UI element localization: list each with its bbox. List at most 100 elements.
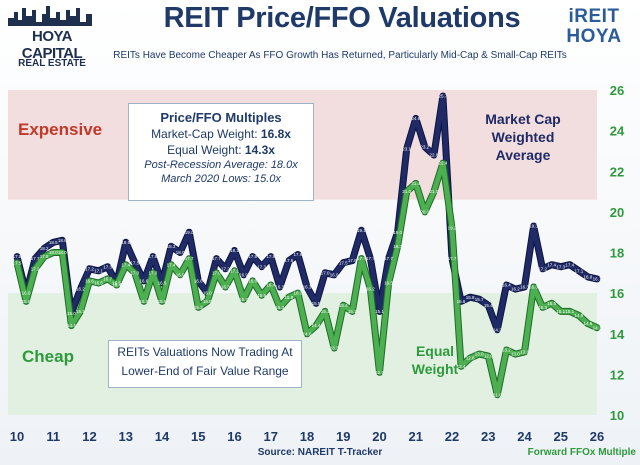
multiples-info-box: Price/FFO Multiples Market-Cap Weight: 1… [128,103,314,201]
market-cap-data-label: 17.4 [565,262,574,267]
market-cap-data-label: 16.6 [194,279,203,284]
eq-label-line1: Equal [415,343,455,359]
equal-weight-data-label: 22.4 [439,161,448,166]
market-cap-data-label: 16.0 [22,291,31,296]
market-cap-data-label: 18.3 [167,244,176,249]
equal-weight-data-label: 16.5 [384,281,393,286]
equal-weight-data-label: 11.0 [493,392,502,397]
equal-weight-data-label: 17.0 [149,270,158,275]
market-cap-data-label: 17.5 [339,260,348,265]
x-tick-label: 23 [481,429,495,444]
market-cap-data-label: 17.1 [94,268,103,273]
info-eq-value: 14.3x [244,143,275,157]
equal-weight-data-label: 16.6 [248,279,257,284]
market-cap-data-label: 15.5 [312,301,321,306]
equal-weight-data-label: 17.7 [357,256,366,261]
equal-weight-data-label: 18.0 [58,250,67,255]
market-cap-data-label: 19.0 [185,230,194,235]
y-tick-label: 20 [610,205,624,220]
equal-weight-data-label: 12.1 [375,370,384,375]
y-tick-label: 10 [610,408,624,423]
x-tick-label: 11 [46,429,60,444]
equal-weight-data-label: 17.8 [40,254,49,259]
market-cap-data-label: 18.2 [40,246,49,251]
market-cap-data-label: 15.6 [457,299,466,304]
equal-weight-data-label: 15.5 [547,301,556,306]
equal-weight-data-label: 15.8 [284,295,293,300]
equal-weight-data-label: 15.9 [257,293,266,298]
market-cap-data-label: 16.2 [76,287,85,292]
info-heading: Price/FFO Multiples [160,110,282,125]
market-cap-data-label: 17.8 [13,254,22,259]
fair-value-line1: REITs Valuations Now Trading At [117,345,293,359]
x-tick-label: 18 [300,429,314,444]
market-cap-data-label: 17.7 [384,256,393,261]
equal-weight-data-label: 17.4 [167,262,176,267]
info-mcap-label: Market-Cap Weight: [151,127,261,141]
city-skyline-icon [8,6,92,26]
market-cap-data-label: 15.4 [484,303,493,308]
x-tick-label: 26 [590,429,604,444]
equal-weight-data-label: 13.0 [511,352,520,357]
equal-weight-data-label: 15.1 [76,309,85,314]
market-cap-data-label: 16.6 [139,279,148,284]
market-cap-data-label: 18.5 [121,240,130,245]
market-cap-data-label: 17.2 [221,266,230,271]
mcap-label-line1: Market Cap [485,111,561,127]
market-cap-data-label: 16.9 [239,272,248,277]
market-cap-data-label: 17.5 [130,260,139,265]
x-tick-label: 15 [191,429,205,444]
market-cap-data-label: 14.2 [493,327,502,332]
equal-weight-data-label: 12.4 [457,364,466,369]
chart-subtitle: REITs Have Become Cheaper As FFO Growth … [113,50,567,61]
right-axis-label: Forward FFOx Multiple [527,447,636,458]
info-eq-line: Equal Weight: 14.3x [129,143,313,157]
market-cap-data-label: 19.3 [529,224,538,229]
market-cap-data-label: 16.0 [203,291,212,296]
equal-weight-data-label: 14.4 [67,323,76,328]
info-mcap-value: 16.8x [260,127,291,141]
equal-weight-data-label: 15.3 [275,305,284,310]
equal-weight-data-label: 15.1 [565,309,574,314]
equal-weight-data-label: 17.7 [185,256,194,261]
market-cap-data-label: 17.8 [149,254,158,259]
equal-weight-data-label: 16.2 [366,287,375,292]
y-tick-label: 18 [610,246,624,261]
y-tick-label: 24 [610,124,625,139]
market-cap-data-label: 18.6 [58,238,67,243]
equal-weight-data-label: 16.5 [94,281,103,286]
equal-weight-data-label: 16.0 [294,291,303,296]
equal-weight-data-label: 19.2 [448,226,457,231]
x-tick-label: 21 [409,429,423,444]
market-cap-data-label: 18.1 [230,248,239,253]
equal-weight-data-label: 14.5 [584,321,593,326]
equal-weight-data-label: 21.0 [429,189,438,194]
equal-weight-data-label: 15.1 [348,309,357,314]
market-cap-data-label: 16.2 [511,287,520,292]
market-cap-data-label: 17.9 [294,252,303,257]
x-tick-label: 24 [517,429,532,444]
market-cap-data-label: 16.4 [502,283,511,288]
x-tick-label: 25 [554,429,568,444]
eq-label-line2: Weight [411,361,459,377]
market-cap-series-label: Market Cap Weighted Average [468,110,578,164]
equal-weight-data-label: 21.0 [402,189,411,194]
y-tick-label: 14 [610,327,625,342]
equal-weight-data-label: 16.9 [176,272,185,277]
equal-weight-data-label: 16.3 [221,285,230,290]
equal-weight-data-label: 15.6 [158,299,167,304]
x-tick-label: 22 [445,429,459,444]
fair-value-box: REITs Valuations Now Trading At Lower-En… [108,340,302,388]
equal-weight-data-label: 16.4 [112,283,121,288]
info-march-2020: March 2020 Lows: 15.0x [161,173,281,185]
equal-weight-data-label: 18.0 [49,250,58,255]
equal-weight-data-label: 17.5 [13,260,22,265]
equal-weight-line [14,160,600,398]
equal-weight-data-label: 21.4 [411,181,420,186]
market-cap-data-label: 17.3 [103,264,112,269]
market-cap-line [14,93,600,333]
market-cap-data-label: 18.0 [176,250,185,255]
equal-weight-data-label: 13.0 [475,352,484,357]
market-cap-data-label: 17.4 [547,262,556,267]
market-cap-data-label: 17.6 [284,258,293,263]
